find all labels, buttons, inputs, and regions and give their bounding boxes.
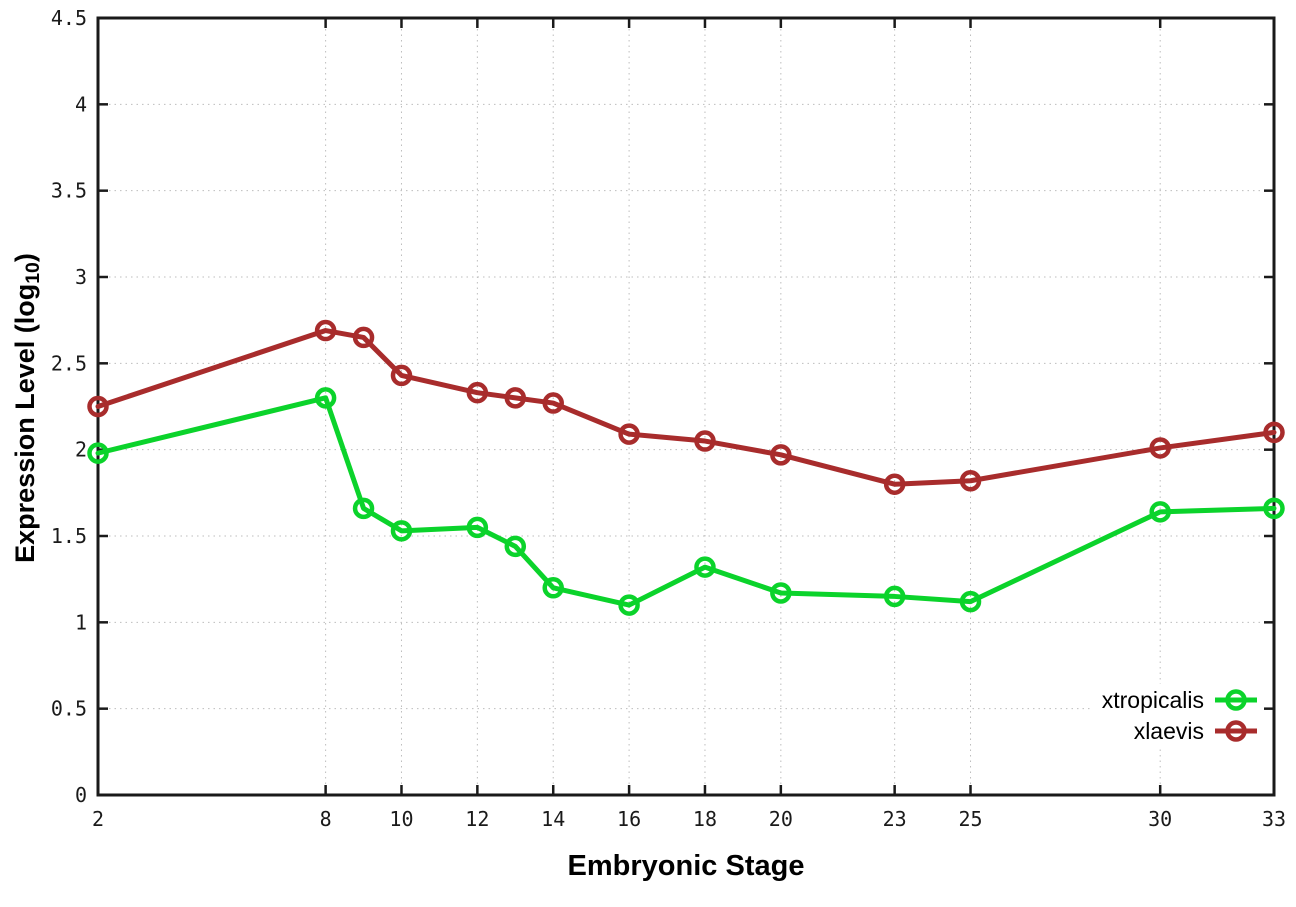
x-tick-label: 23 — [883, 807, 907, 831]
point-xlaevis-12 — [466, 381, 489, 404]
x-tick-label: 12 — [465, 807, 489, 831]
point-xlaevis-13 — [504, 387, 527, 409]
x-tick-label: 10 — [389, 807, 413, 831]
legend-row-xtropicalis: xtropicalis — [1102, 686, 1258, 714]
x-tick-label: 14 — [541, 807, 565, 831]
point-xtropicalis-2 — [87, 442, 109, 464]
point-xtropicalis-30 — [1149, 501, 1171, 523]
x-tick-label: 33 — [1262, 807, 1286, 831]
y-tick-label: 2 — [75, 438, 87, 462]
point-xlaevis-18 — [694, 430, 716, 452]
point-xtropicalis-16 — [618, 594, 640, 616]
x-tick-label: 2 — [92, 807, 104, 831]
y-tick-label: 2.5 — [51, 351, 87, 375]
y-tick-label: 0 — [75, 783, 87, 807]
x-axis-title: Embryonic Stage — [567, 850, 805, 882]
y-axis-title-subscript: 10 — [21, 262, 44, 284]
point-xlaevis-25 — [959, 469, 982, 492]
point-xtropicalis-12 — [466, 516, 489, 539]
legend-label-xlaevis: xlaevis — [1133, 717, 1204, 744]
y-tick-label: 4.5 — [51, 6, 87, 30]
y-axis-title-close: ) — [10, 253, 40, 263]
x-tick-label: 16 — [617, 807, 641, 831]
point-xlaevis-23 — [883, 473, 906, 495]
y-axis-title: Expression Level (log10) — [10, 148, 46, 668]
legend: xtropicalis xlaevis — [1091, 684, 1262, 747]
legend-row-xlaevis: xlaevis — [1102, 717, 1258, 745]
x-tick-label: 20 — [769, 807, 793, 831]
point-xlaevis-33 — [1263, 421, 1285, 444]
point-xtropicalis-9 — [352, 497, 375, 520]
x-tick-label: 8 — [320, 807, 332, 831]
point-xtropicalis-10 — [390, 520, 413, 542]
point-xtropicalis-14 — [542, 577, 564, 599]
x-tick-label: 18 — [693, 807, 717, 831]
y-tick-label: 1.5 — [51, 524, 87, 548]
point-xlaevis-2 — [87, 395, 109, 418]
y-tick-label: 1 — [75, 610, 87, 634]
y-axis-title-text: Expression Level (log — [10, 283, 40, 563]
legend-marker-xlaevis-icon — [1215, 720, 1257, 742]
legend-label-xtropicalis: xtropicalis — [1101, 686, 1204, 713]
point-xtropicalis-25 — [959, 590, 982, 613]
point-xtropicalis-13 — [504, 535, 527, 558]
point-xtropicalis-23 — [883, 585, 906, 608]
point-xlaevis-20 — [770, 444, 792, 466]
point-xlaevis-9 — [352, 326, 375, 349]
point-xtropicalis-8 — [314, 387, 337, 409]
plot-border — [96, 16, 1276, 797]
point-xtropicalis-20 — [770, 582, 792, 604]
series-xtropicalis-line — [95, 395, 1277, 608]
point-xlaevis-30 — [1149, 437, 1171, 459]
point-xlaevis-14 — [542, 392, 564, 414]
legend-marker-xtropicalis-icon — [1215, 689, 1257, 711]
point-xtropicalis-18 — [694, 556, 716, 578]
point-xlaevis-8 — [314, 319, 337, 342]
series-xlaevis-line — [95, 328, 1277, 487]
x-tick-label: 25 — [958, 807, 982, 831]
y-tick-label: 4 — [75, 92, 87, 116]
x-tick-label: 30 — [1148, 807, 1172, 831]
point-xlaevis-10 — [390, 364, 413, 387]
y-tick-label: 3.5 — [51, 179, 87, 203]
y-tick-label: 3 — [75, 265, 87, 289]
point-xtropicalis-33 — [1263, 497, 1285, 520]
y-tick-label: 0.5 — [51, 697, 87, 721]
point-xlaevis-16 — [618, 423, 640, 445]
